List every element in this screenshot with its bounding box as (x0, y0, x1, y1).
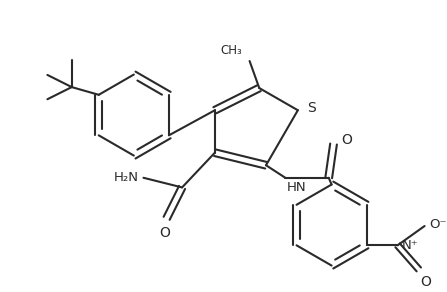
Text: N⁺: N⁺ (401, 239, 418, 252)
Text: HN: HN (287, 181, 307, 194)
Text: H₂N: H₂N (114, 171, 139, 184)
Text: O: O (159, 226, 170, 240)
Text: S: S (308, 101, 316, 115)
Text: O⁻: O⁻ (430, 218, 447, 231)
Text: O: O (341, 133, 352, 147)
Text: O: O (421, 275, 432, 289)
Text: CH₃: CH₃ (220, 44, 242, 57)
